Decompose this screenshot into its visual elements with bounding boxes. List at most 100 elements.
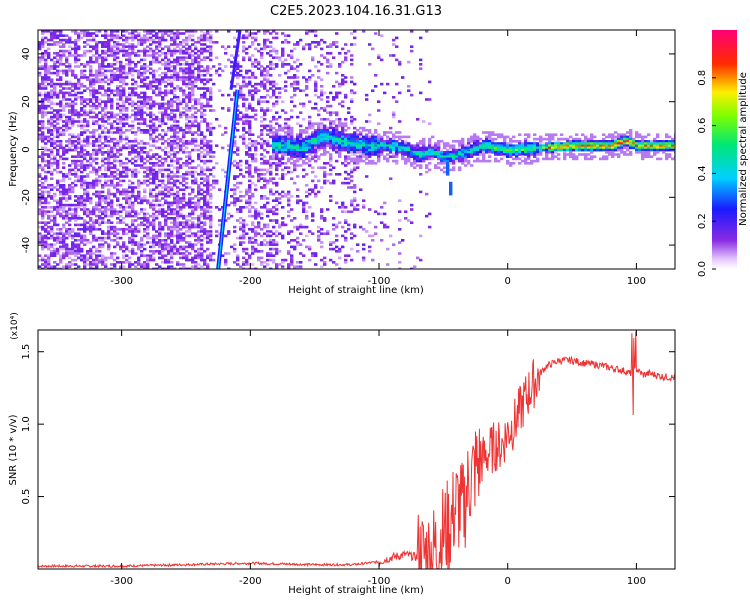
heatmap-cell <box>125 96 129 99</box>
heatmap-cell <box>140 67 144 70</box>
heatmap-cell <box>173 159 177 163</box>
heatmap-cell <box>128 151 132 154</box>
heatmap-cell <box>152 256 156 260</box>
heatmap-cell <box>167 30 171 33</box>
heatmap-cell <box>329 131 333 134</box>
heatmap-cell <box>101 87 105 90</box>
heatmap-cell <box>164 56 168 59</box>
heatmap-cell <box>191 148 195 152</box>
heatmap-cell <box>104 157 108 161</box>
heatmap-cell <box>209 188 213 191</box>
heatmap-cell <box>104 49 108 53</box>
heatmap-cell <box>284 151 288 154</box>
heatmap-cell <box>113 212 117 216</box>
heatmap-cell <box>200 65 204 68</box>
heatmap-cell <box>287 230 291 233</box>
heatmap-cell <box>299 155 303 158</box>
heatmap-cell <box>41 228 45 231</box>
heatmap-cell <box>137 223 141 227</box>
heatmap-cell <box>47 265 51 268</box>
heatmap-cell <box>152 102 156 106</box>
heatmap-cell <box>194 107 198 110</box>
heatmap-cell <box>116 102 120 106</box>
heatmap-cell <box>284 133 288 136</box>
heatmap-cell <box>53 146 57 150</box>
heatmap-cell <box>89 256 93 260</box>
heatmap-cell <box>260 109 264 112</box>
heatmap-cell <box>38 41 42 44</box>
heatmap-cell <box>245 146 249 150</box>
heatmap-cell <box>65 243 69 246</box>
heatmap-cell <box>74 144 78 147</box>
heatmap-cell <box>155 41 159 44</box>
heatmap-cell <box>245 206 249 209</box>
heatmap-cell <box>53 217 57 220</box>
heatmap-cell <box>185 113 189 117</box>
heatmap-cell <box>203 230 207 233</box>
heatmap-cell <box>248 203 252 207</box>
heatmap-cell <box>161 135 165 139</box>
heatmap-cell <box>146 232 150 235</box>
heatmap-cell <box>140 107 144 110</box>
heatmap-cell <box>38 166 42 169</box>
heatmap-cell <box>98 148 102 152</box>
heatmap-cell <box>320 241 324 244</box>
heatmap-cell <box>266 252 270 255</box>
heatmap-cell <box>110 107 114 110</box>
heatmap-cell <box>44 63 48 66</box>
heatmap-cell <box>326 100 330 103</box>
heatmap-cell <box>176 36 180 40</box>
heatmap-cell <box>116 221 120 224</box>
heatmap-cell <box>326 140 330 143</box>
heatmap-cell <box>89 82 93 86</box>
heatmap-cell <box>269 67 273 70</box>
heatmap-cell <box>110 89 114 92</box>
heatmap-cell <box>167 151 171 154</box>
heatmap-cell <box>83 199 87 202</box>
heatmap-cell <box>44 71 48 75</box>
heatmap-cell <box>185 162 189 165</box>
heatmap-cell <box>107 208 111 211</box>
heatmap-cell <box>116 144 120 147</box>
heatmap-cell <box>155 173 159 176</box>
heatmap-cell <box>104 76 108 79</box>
heatmap-cell <box>92 223 96 227</box>
heatmap-cell <box>158 118 162 121</box>
heatmap-cell <box>119 179 123 183</box>
heatmap-cell <box>236 118 240 121</box>
heatmap-cell <box>104 168 108 172</box>
heatmap-cell <box>197 126 201 130</box>
heatmap-cell <box>47 148 51 152</box>
heatmap-cell <box>170 230 174 233</box>
heatmap-cell <box>272 30 276 33</box>
heatmap-cell <box>245 267 249 269</box>
heatmap-cell <box>38 179 42 183</box>
heatmap-cell <box>68 82 72 86</box>
heatmap-cell <box>308 137 312 141</box>
heatmap-cell <box>284 192 288 196</box>
heatmap-cell <box>74 155 78 158</box>
heatmap-cell <box>146 241 150 244</box>
heatmap-cell <box>47 82 51 86</box>
heatmap-cell <box>146 258 150 262</box>
heatmap-cell <box>134 151 138 154</box>
heatmap-cell <box>80 177 84 180</box>
heatmap-cell <box>83 131 87 134</box>
heatmap-cell <box>191 87 195 90</box>
heatmap-cell <box>209 232 213 235</box>
heatmap-cell <box>269 109 273 112</box>
heatmap-cell <box>140 49 144 53</box>
heatmap-cell <box>320 107 324 110</box>
heatmap-cell <box>53 157 57 161</box>
heatmap-cell <box>206 210 210 213</box>
heatmap-cell <box>89 157 93 161</box>
heatmap-cell <box>233 135 237 139</box>
heatmap-cell <box>98 214 102 218</box>
heatmap-cell <box>59 76 63 79</box>
heatmap-cell <box>92 228 96 231</box>
heatmap-cell <box>299 225 303 229</box>
heatmap-cell <box>47 129 51 132</box>
heatmap-cell <box>209 87 213 90</box>
heatmap-cell <box>50 91 54 95</box>
heatmap-cell <box>326 230 330 233</box>
